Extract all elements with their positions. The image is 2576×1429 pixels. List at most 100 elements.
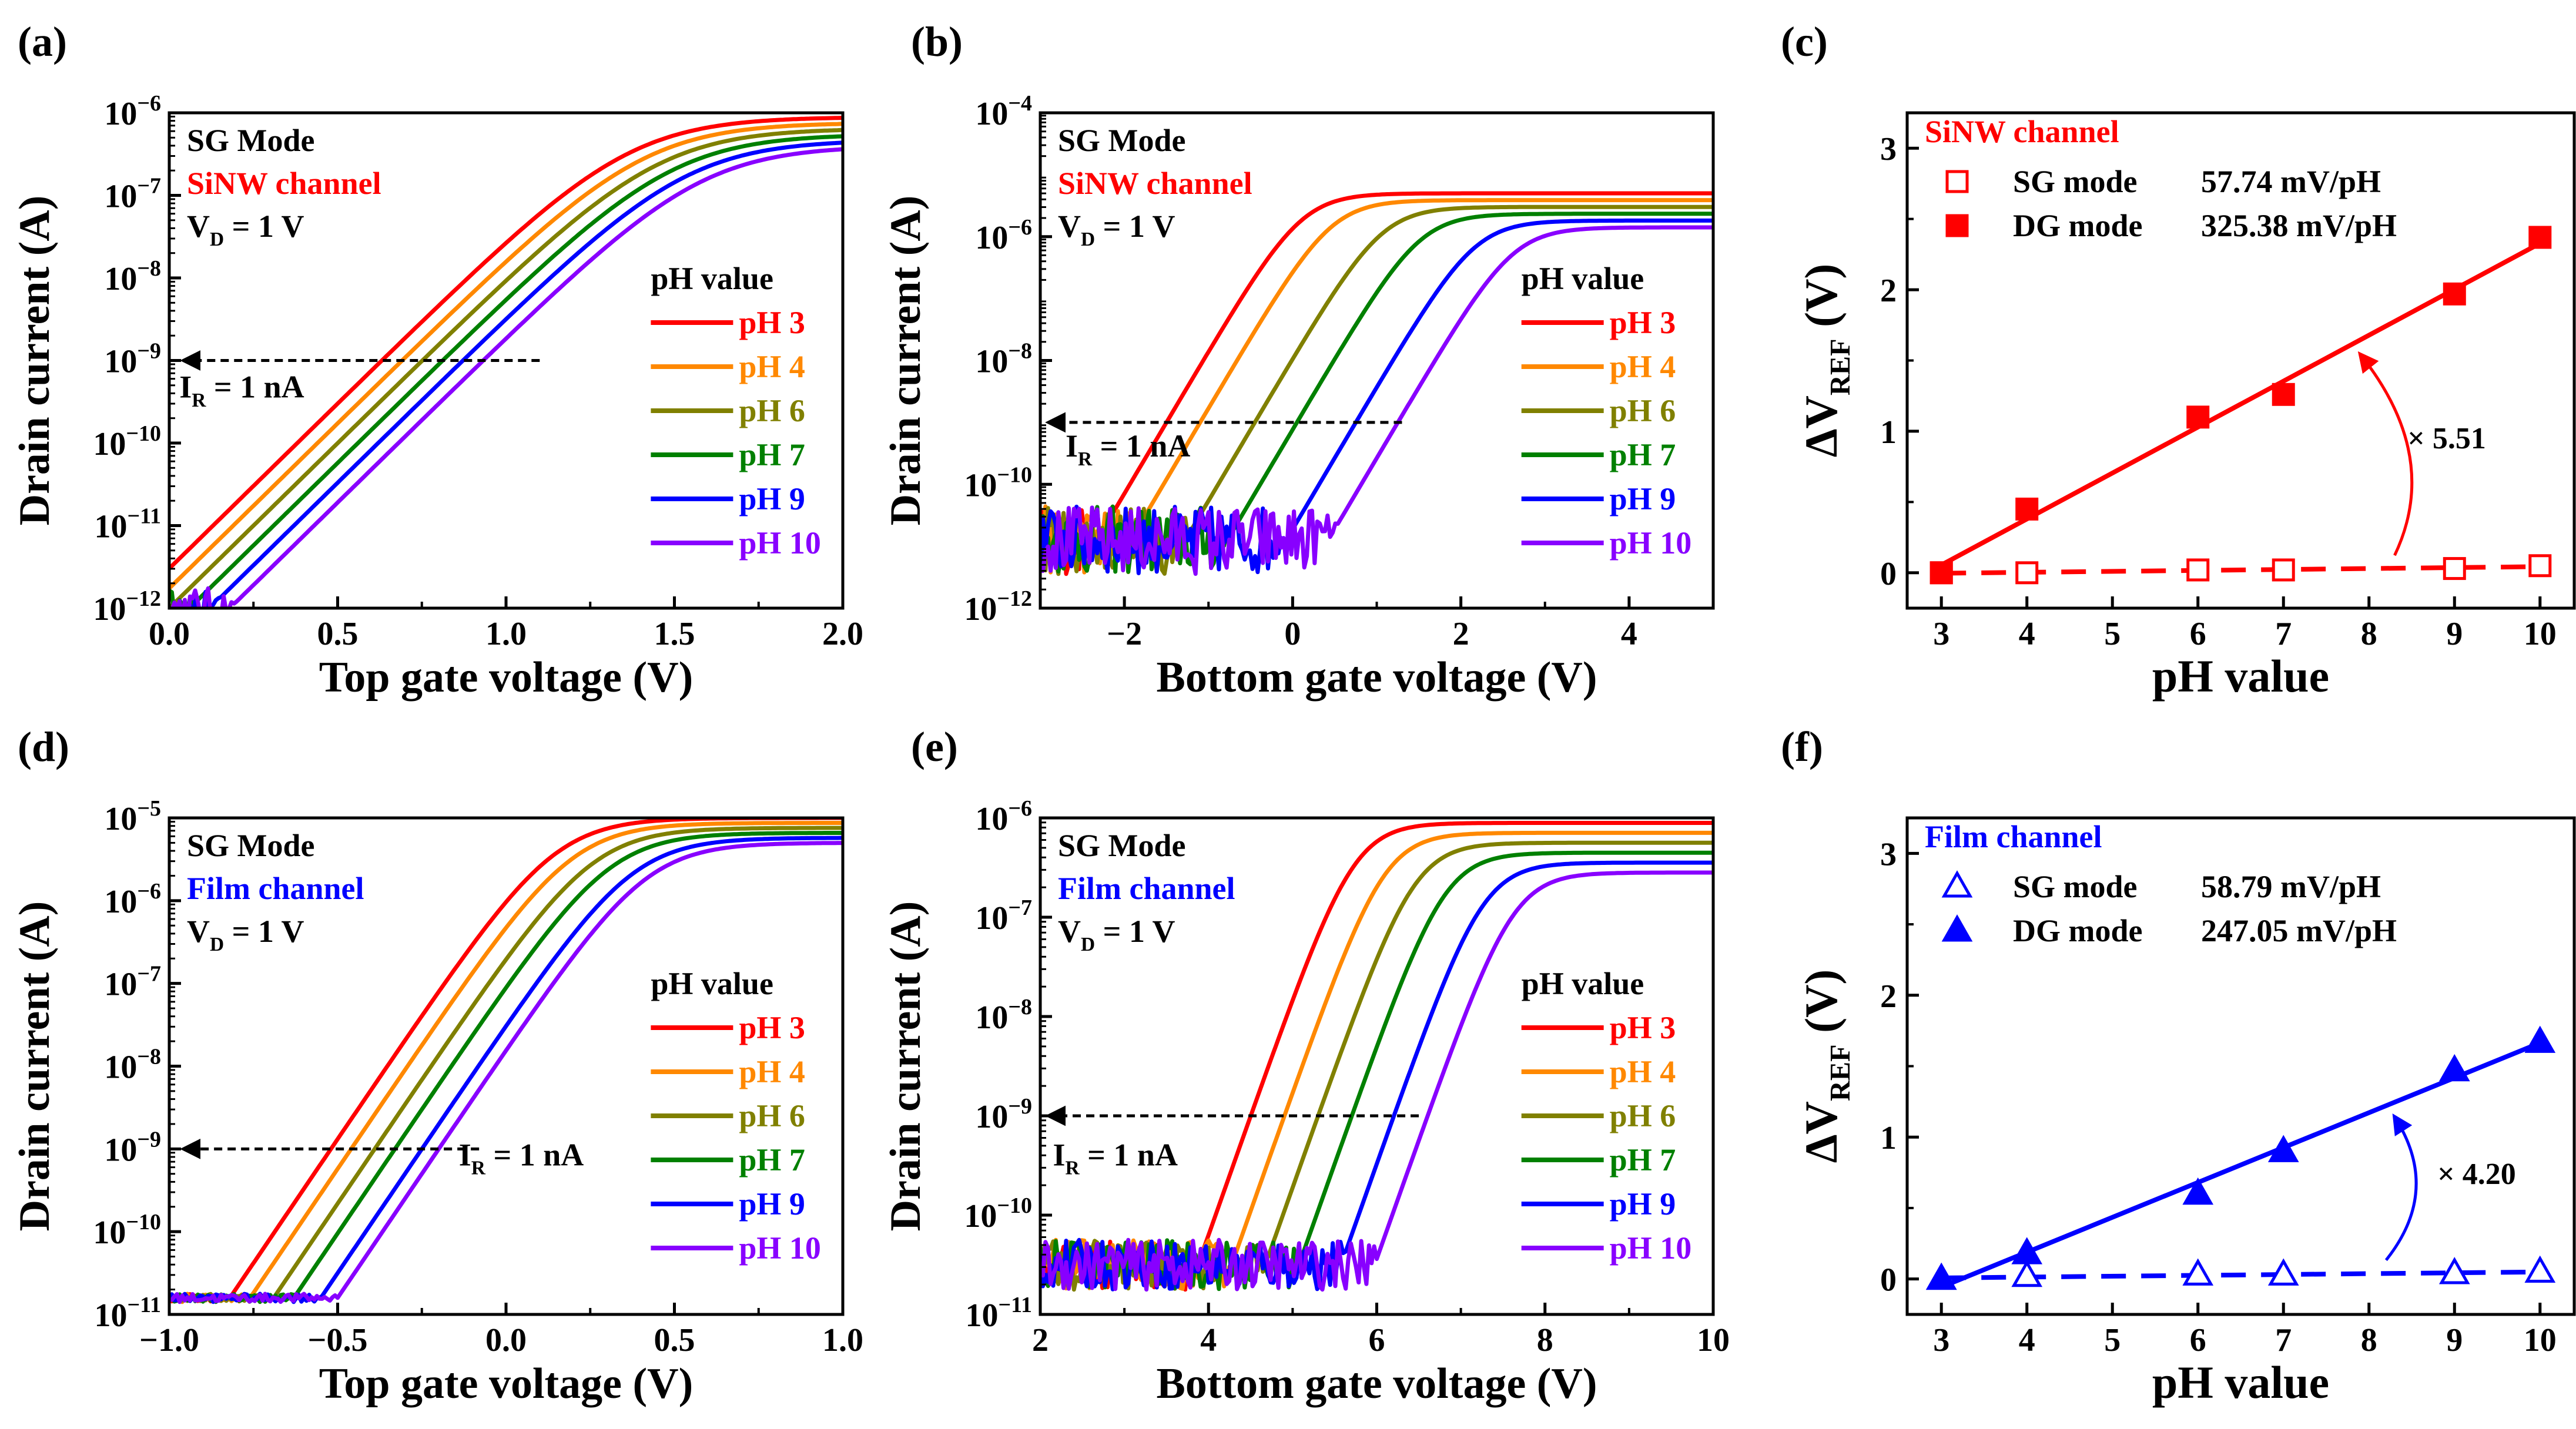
curve-pH-3 bbox=[169, 116, 843, 571]
ratio-label: × 5.51 bbox=[2407, 422, 2486, 455]
panel-label: (d) bbox=[18, 723, 69, 770]
curve-pH-9 bbox=[1040, 860, 1713, 1292]
data-point-dg bbox=[2524, 1025, 2556, 1053]
data-point-sg bbox=[2443, 557, 2466, 581]
y-axis-label: Drain current (A) bbox=[11, 196, 59, 526]
legend-label: pH 4 bbox=[1610, 1054, 1676, 1089]
legend-label: pH 3 bbox=[1610, 305, 1676, 340]
legend-label: pH 4 bbox=[1610, 349, 1676, 384]
legend-marker bbox=[1941, 914, 1973, 942]
data-point-dg bbox=[2272, 383, 2295, 406]
y-axis-label: ΔVREF (V) bbox=[1796, 970, 1856, 1163]
panel-f: (f) 3 4 5 6 7 8 9 10 0 1 2 3 pH value ΔVREF (V) × 4.20 F… bbox=[1781, 723, 2576, 1408]
x-tick-label: 0.5 bbox=[654, 1322, 695, 1358]
x-tick-label: 2 bbox=[1453, 616, 1469, 652]
y-tick-label: 10−11 bbox=[965, 1293, 1032, 1334]
legend-mode: SG mode bbox=[2013, 869, 2138, 904]
y-tick-label: 10−5 bbox=[104, 796, 161, 837]
x-tick-label: 2.0 bbox=[822, 616, 863, 652]
y-tick-label: 3 bbox=[1880, 836, 1897, 873]
curve-pH-4 bbox=[169, 821, 843, 1304]
legend-label: pH 4 bbox=[739, 349, 805, 384]
ir-label: IR = 1 nA bbox=[1066, 428, 1191, 470]
x-tick-label: 10 bbox=[2524, 616, 2557, 652]
legend-label: pH 10 bbox=[739, 525, 821, 561]
x-tick-label: 5 bbox=[2104, 1322, 2121, 1358]
ratio-arrow bbox=[2357, 351, 2414, 556]
data-point-dg bbox=[2015, 497, 2039, 521]
y-tick-label: 10−9 bbox=[104, 339, 161, 380]
curve-pH-10 bbox=[169, 841, 843, 1304]
legend-label: pH 10 bbox=[739, 1230, 821, 1266]
legend-label: pH 9 bbox=[739, 1186, 805, 1222]
data-point-dg bbox=[2267, 1135, 2299, 1162]
y-tick-label: 10−6 bbox=[975, 796, 1032, 837]
data-point-dg bbox=[2438, 1054, 2470, 1082]
curves bbox=[1040, 821, 1713, 1292]
x-tick-label: 8 bbox=[2361, 616, 2377, 652]
info-mode: SG Mode bbox=[187, 828, 315, 863]
data-point-dg bbox=[1925, 1262, 1957, 1290]
y-tick-label: 10−4 bbox=[975, 91, 1032, 132]
x-tick-label: 6 bbox=[1369, 1322, 1385, 1358]
x-axis-label: Top gate voltage (V) bbox=[319, 1360, 693, 1408]
info-mode: SG Mode bbox=[187, 123, 315, 158]
legend-title: pH value bbox=[651, 966, 773, 1001]
y-tick-label: 10−11 bbox=[94, 1293, 161, 1334]
y-tick-label: 10−7 bbox=[975, 895, 1032, 937]
y-tick-label: 10−11 bbox=[94, 504, 161, 545]
legend-label: pH 6 bbox=[1610, 1098, 1676, 1133]
x-tick-label: 0 bbox=[1284, 616, 1301, 652]
legend-label: pH 6 bbox=[1610, 393, 1676, 428]
curve-pH-6 bbox=[169, 128, 843, 608]
y-tick-label: 2 bbox=[1880, 273, 1897, 309]
curve-pH-10 bbox=[1040, 225, 1713, 576]
y-tick-label: 10−10 bbox=[93, 1210, 161, 1251]
y-tick-label: 10−12 bbox=[964, 586, 1032, 628]
y-tick-label: 0 bbox=[1880, 1262, 1897, 1299]
x-tick-label: 9 bbox=[2446, 1322, 2463, 1358]
y-tick-label: 10−6 bbox=[104, 91, 161, 132]
curve-pH-7 bbox=[169, 831, 843, 1304]
y-axis-label: ΔVREF (V) bbox=[1796, 264, 1856, 458]
data-point-dg bbox=[2443, 282, 2466, 306]
legend-mode: SG mode bbox=[2013, 164, 2138, 199]
x-tick-label: 1.0 bbox=[485, 616, 527, 652]
x-tick-label: 1.0 bbox=[822, 1322, 863, 1358]
panel-label: (c) bbox=[1781, 18, 1828, 65]
ratio-label: × 4.20 bbox=[2437, 1158, 2516, 1191]
curves bbox=[169, 116, 843, 608]
legend-mode: DG mode bbox=[2013, 208, 2142, 243]
legend-label: pH 3 bbox=[1610, 1010, 1676, 1045]
x-tick-label: 9 bbox=[2446, 616, 2463, 652]
panel-label: (f) bbox=[1781, 723, 1823, 770]
x-tick-label: 7 bbox=[2275, 616, 2292, 652]
legend-title: pH value bbox=[1522, 261, 1644, 296]
x-tick-label: 2 bbox=[1032, 1322, 1049, 1358]
x-tick-label: 6 bbox=[2190, 1322, 2206, 1358]
x-tick-label: 3 bbox=[1933, 616, 1949, 652]
x-tick-label: 4 bbox=[1200, 1322, 1217, 1358]
y-axis-label: Drain current (A) bbox=[882, 901, 930, 1232]
y-tick-label: 10−6 bbox=[975, 215, 1032, 256]
y-tick-label: 10−10 bbox=[93, 421, 161, 462]
curve-pH-10 bbox=[1040, 870, 1713, 1292]
fit-line-dg bbox=[1940, 1041, 2541, 1290]
curve-pH-7 bbox=[1040, 212, 1713, 574]
x-tick-label: 0.5 bbox=[317, 616, 359, 652]
data-point-dg bbox=[2528, 226, 2552, 249]
y-tick-label: 10−8 bbox=[104, 1045, 161, 1086]
panel-label: (e) bbox=[911, 723, 958, 770]
y-tick-label: 10−8 bbox=[975, 995, 1032, 1036]
panel-b: (b) −2 0 2 4 10−12 10−10 10−8 10−6 10−4 Bottom gat… bbox=[882, 18, 1715, 702]
curve-pH-6 bbox=[169, 826, 843, 1304]
data-point-sg bbox=[2186, 558, 2210, 582]
x-axis-label: Top gate voltage (V) bbox=[319, 653, 693, 702]
y-tick-label: 1 bbox=[1880, 1120, 1897, 1156]
legend-label: pH 10 bbox=[1610, 525, 1692, 561]
x-tick-label: 0.0 bbox=[149, 616, 190, 652]
y-axis-label: Drain current (A) bbox=[882, 196, 930, 526]
x-axis-label: pH value bbox=[2152, 650, 2329, 702]
info-mode: SG Mode bbox=[1058, 828, 1186, 863]
